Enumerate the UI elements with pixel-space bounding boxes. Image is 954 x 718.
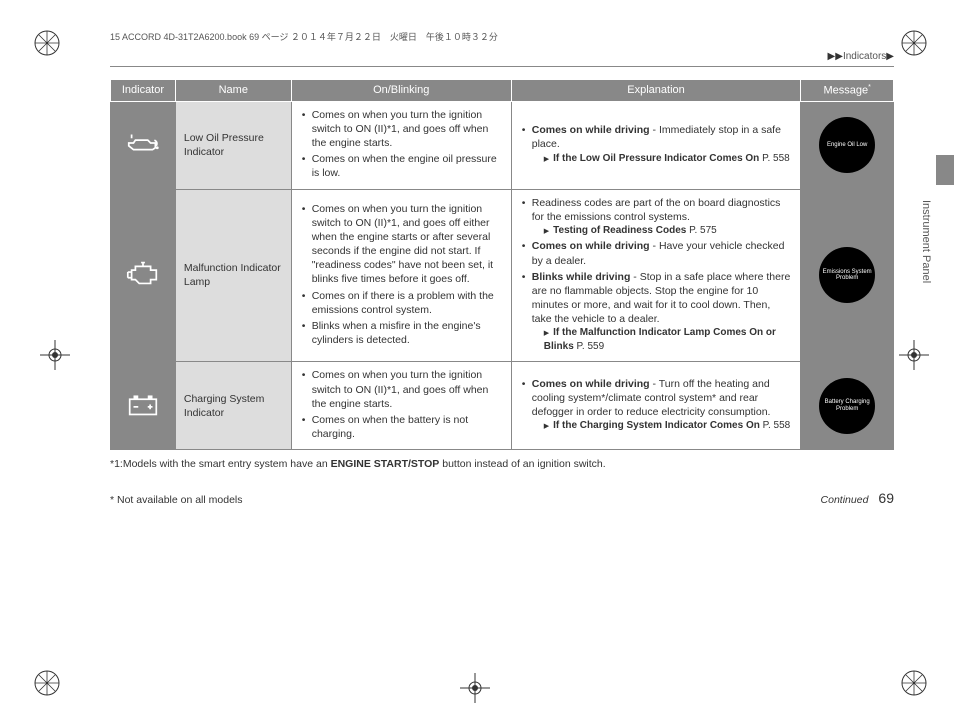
footnote-2: * Not available on all models xyxy=(110,494,243,506)
row-onblinking: Comes on when you turn the ignition swit… xyxy=(291,101,511,189)
page-number: 69 xyxy=(878,490,894,506)
indicators-table: Indicator Name On/Blinking Explanation M… xyxy=(110,79,894,450)
malfunction-icon xyxy=(111,189,176,362)
row-explanation: Readiness codes are part of the on board… xyxy=(511,189,801,362)
th-explanation: Explanation xyxy=(511,80,801,102)
crosshair-mark-icon xyxy=(460,673,490,703)
breadcrumb-label: Indicators xyxy=(843,51,886,62)
th-name: Name xyxy=(175,80,291,102)
footnote-1: *1:Models with the smart entry system ha… xyxy=(110,458,894,470)
row-message: Emissions System Problem xyxy=(801,189,894,362)
row-onblinking: Comes on when you turn the ignition swit… xyxy=(291,362,511,450)
th-onblinking: On/Blinking xyxy=(291,80,511,102)
table-row: Malfunction Indicator Lamp Comes on when… xyxy=(111,189,894,362)
battery-icon xyxy=(111,362,176,450)
side-label: Instrument Panel xyxy=(920,200,932,283)
row-onblinking: Comes on when you turn the ignition swit… xyxy=(291,189,511,362)
table-row: Low Oil Pressure Indicator Comes on when… xyxy=(111,101,894,189)
row-name: Malfunction Indicator Lamp xyxy=(175,189,291,362)
row-message: Engine Oil Low xyxy=(801,101,894,189)
registration-mark-icon xyxy=(32,668,62,698)
side-tab xyxy=(936,155,954,185)
registration-mark-icon xyxy=(899,668,929,698)
breadcrumb: ▶▶Indicators▶ xyxy=(110,51,894,62)
row-name: Charging System Indicator xyxy=(175,362,291,450)
registration-mark-icon xyxy=(32,28,62,58)
continued-label: Continued xyxy=(821,494,869,506)
table-row: Charging System Indicator Comes on when … xyxy=(111,362,894,450)
th-indicator: Indicator xyxy=(111,80,176,102)
registration-mark-icon xyxy=(899,28,929,58)
row-explanation: Comes on while driving - Turn off the he… xyxy=(511,362,801,450)
row-explanation: Comes on while driving - Immediately sto… xyxy=(511,101,801,189)
divider xyxy=(110,66,894,67)
doc-header: 15 ACCORD 4D-31T2A6200.book 69 ページ ２０１４年… xyxy=(110,30,894,43)
oil-pressure-icon xyxy=(111,101,176,189)
crosshair-mark-icon xyxy=(899,340,929,370)
crosshair-mark-icon xyxy=(40,340,70,370)
th-message: Message* xyxy=(801,80,894,102)
footer-row: * Not available on all models Continued 6… xyxy=(110,490,894,506)
row-name: Low Oil Pressure Indicator xyxy=(175,101,291,189)
row-message: Battery Charging Problem xyxy=(801,362,894,450)
